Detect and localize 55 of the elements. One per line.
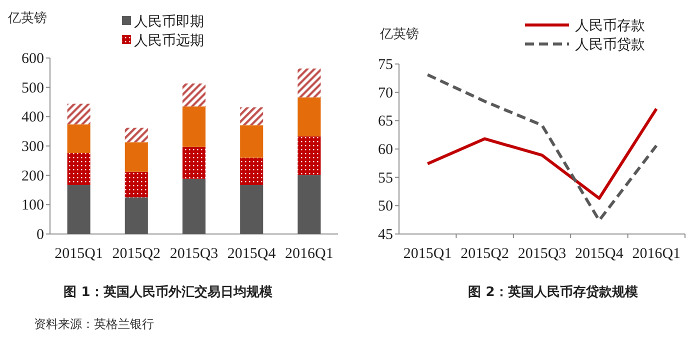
- x-tick-label: 2015Q2: [460, 246, 509, 262]
- y-tick-label: 600: [22, 51, 44, 67]
- bar: [124, 128, 148, 142]
- legend-label: 人民币存款: [575, 18, 645, 34]
- y-tick-label: 300: [22, 139, 44, 155]
- bar: [67, 153, 90, 186]
- bar: [298, 136, 321, 176]
- x-tick-label: 2016Q1: [632, 246, 681, 262]
- y-tick-label: 500: [22, 80, 44, 96]
- bar: [67, 185, 90, 234]
- y-axis-title: 亿英镑: [379, 27, 419, 42]
- legend-label: 人民币即期: [134, 14, 204, 30]
- bar: [182, 84, 206, 106]
- bar: [124, 142, 148, 172]
- x-tick-label: 2015Q3: [518, 246, 566, 262]
- y-tick-label: 0: [36, 227, 44, 243]
- bar: [124, 172, 148, 198]
- bar: [240, 185, 264, 234]
- text: 资料来源：英格兰银行: [34, 317, 154, 331]
- y-tick-label: 100: [22, 198, 44, 214]
- bar: [298, 175, 321, 234]
- y-tick-label: 75: [378, 57, 393, 73]
- line-series: [426, 107, 658, 200]
- y-tick-label: 400: [22, 110, 44, 126]
- bar: [124, 197, 148, 234]
- y-tick-label: 65: [378, 114, 393, 130]
- bar: [67, 124, 90, 154]
- bar: [67, 104, 90, 124]
- y-tick-label: 45: [378, 227, 393, 243]
- x-tick-label: 2015Q1: [54, 246, 103, 262]
- y-tick-label: 50: [378, 198, 393, 215]
- bar: [240, 107, 264, 126]
- bar: [298, 97, 321, 136]
- y-tick-label: 60: [378, 142, 393, 158]
- x-tick-label: 2015Q2: [112, 246, 161, 262]
- text: 图 1：英国人民币外汇交易日均规模: [64, 284, 272, 300]
- bar: [182, 106, 206, 147]
- y-tick-label: 200: [22, 168, 44, 184]
- bar: [240, 158, 264, 186]
- text: 图 2：英国人民币存贷款规模: [468, 284, 638, 300]
- y-tick-label: 55: [378, 170, 393, 186]
- bar: [298, 68, 321, 98]
- x-tick-label: 2015Q4: [227, 246, 276, 262]
- legend-label: 人民币远期: [134, 33, 204, 49]
- legend-label: 人民币贷款: [575, 37, 645, 53]
- bar: [182, 178, 206, 234]
- x-tick-label: 2015Q1: [403, 246, 452, 262]
- y-tick-label: 70: [378, 85, 393, 102]
- y-axis-title: 亿英镑: [7, 11, 47, 26]
- x-tick-label: 2015Q3: [170, 246, 218, 262]
- bar: [240, 125, 264, 158]
- bar: [182, 146, 206, 179]
- x-tick-label: 2015Q4: [575, 246, 624, 262]
- line-series: [426, 73, 658, 222]
- x-tick-label: 2016Q1: [285, 246, 334, 262]
